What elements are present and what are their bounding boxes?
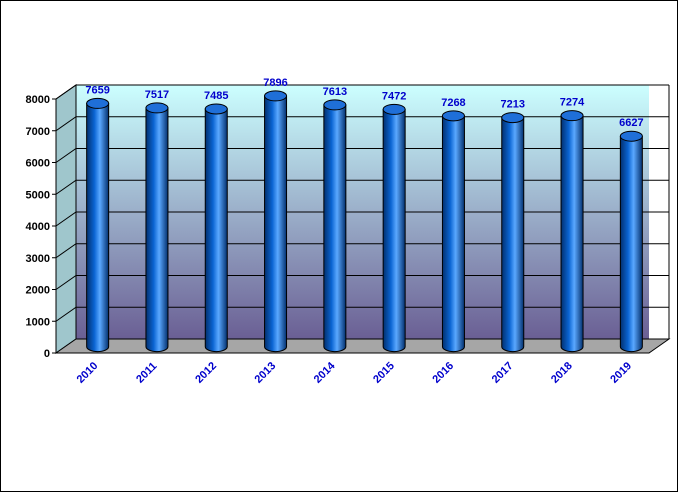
data-label: 7896 xyxy=(263,77,287,89)
gridline xyxy=(55,275,669,290)
y-tick-label: 3000 xyxy=(26,253,50,265)
bar-2010 xyxy=(86,97,110,353)
bar-body xyxy=(264,95,288,353)
x-tick-label: 2018 xyxy=(549,360,575,386)
gridline xyxy=(55,243,669,259)
bar-cap xyxy=(382,103,406,115)
x-tick-label: 2016 xyxy=(430,360,456,386)
x-tick-label: 2015 xyxy=(371,360,397,386)
bar-cap xyxy=(145,102,169,114)
gridline xyxy=(55,116,669,132)
data-label: 7472 xyxy=(382,90,406,102)
data-label: 7274 xyxy=(560,97,585,109)
bar-body xyxy=(619,135,643,353)
gridline xyxy=(55,211,669,227)
bar-body xyxy=(441,115,465,353)
bar-body xyxy=(323,104,347,353)
bar-2019 xyxy=(619,130,643,353)
y-tick-label: 0 xyxy=(44,348,50,360)
gridline xyxy=(55,148,669,163)
x-tick-label: 2010 xyxy=(75,360,101,386)
bar-body xyxy=(382,108,406,353)
x-tick-label: 2011 xyxy=(134,360,159,385)
gridline xyxy=(55,179,669,195)
bar-cap xyxy=(86,97,110,109)
gridline xyxy=(55,306,669,322)
data-label: 7613 xyxy=(323,86,347,98)
data-label: 7213 xyxy=(501,99,525,111)
bar-2016 xyxy=(441,110,465,353)
y-tick-label: 4000 xyxy=(26,221,50,233)
y-tick-label: 8000 xyxy=(26,94,50,106)
bar-2012 xyxy=(204,103,228,353)
y-tick-label: 2000 xyxy=(26,285,50,297)
x-tick-label: 2012 xyxy=(193,360,219,386)
bar-2015 xyxy=(382,103,406,353)
y-tick-label: 5000 xyxy=(26,189,50,201)
bar-2011 xyxy=(145,102,169,353)
x-tick-label: 2014 xyxy=(312,359,338,385)
bar-cap xyxy=(560,110,584,122)
bar-body xyxy=(86,102,110,353)
y-tick-label: 7000 xyxy=(26,126,50,138)
x-tick-label: 2017 xyxy=(490,360,516,386)
bar-2017 xyxy=(501,112,525,353)
bar-body xyxy=(204,108,228,353)
y-tick-label: 1000 xyxy=(26,316,50,328)
data-label: 7517 xyxy=(145,89,169,101)
bar-cap xyxy=(264,90,288,102)
bar-body xyxy=(560,115,584,353)
bar-body xyxy=(145,107,169,353)
bar-cap xyxy=(619,130,643,142)
bar-2013 xyxy=(264,90,288,353)
bar-body xyxy=(501,117,525,353)
data-label: 7485 xyxy=(204,90,228,102)
bar-cap xyxy=(323,99,347,111)
bar-cap xyxy=(204,103,228,115)
bar-2018 xyxy=(560,110,584,353)
data-label: 6627 xyxy=(619,117,643,129)
y-tick-label: 6000 xyxy=(26,158,50,170)
x-tick-label: 2013 xyxy=(253,360,279,386)
data-label: 7268 xyxy=(441,97,465,109)
bar-cap xyxy=(501,112,525,124)
x-tick-label: 2019 xyxy=(608,360,634,386)
data-label: 7659 xyxy=(85,84,109,96)
bar-2014 xyxy=(323,99,347,353)
bar-cap xyxy=(441,110,465,122)
